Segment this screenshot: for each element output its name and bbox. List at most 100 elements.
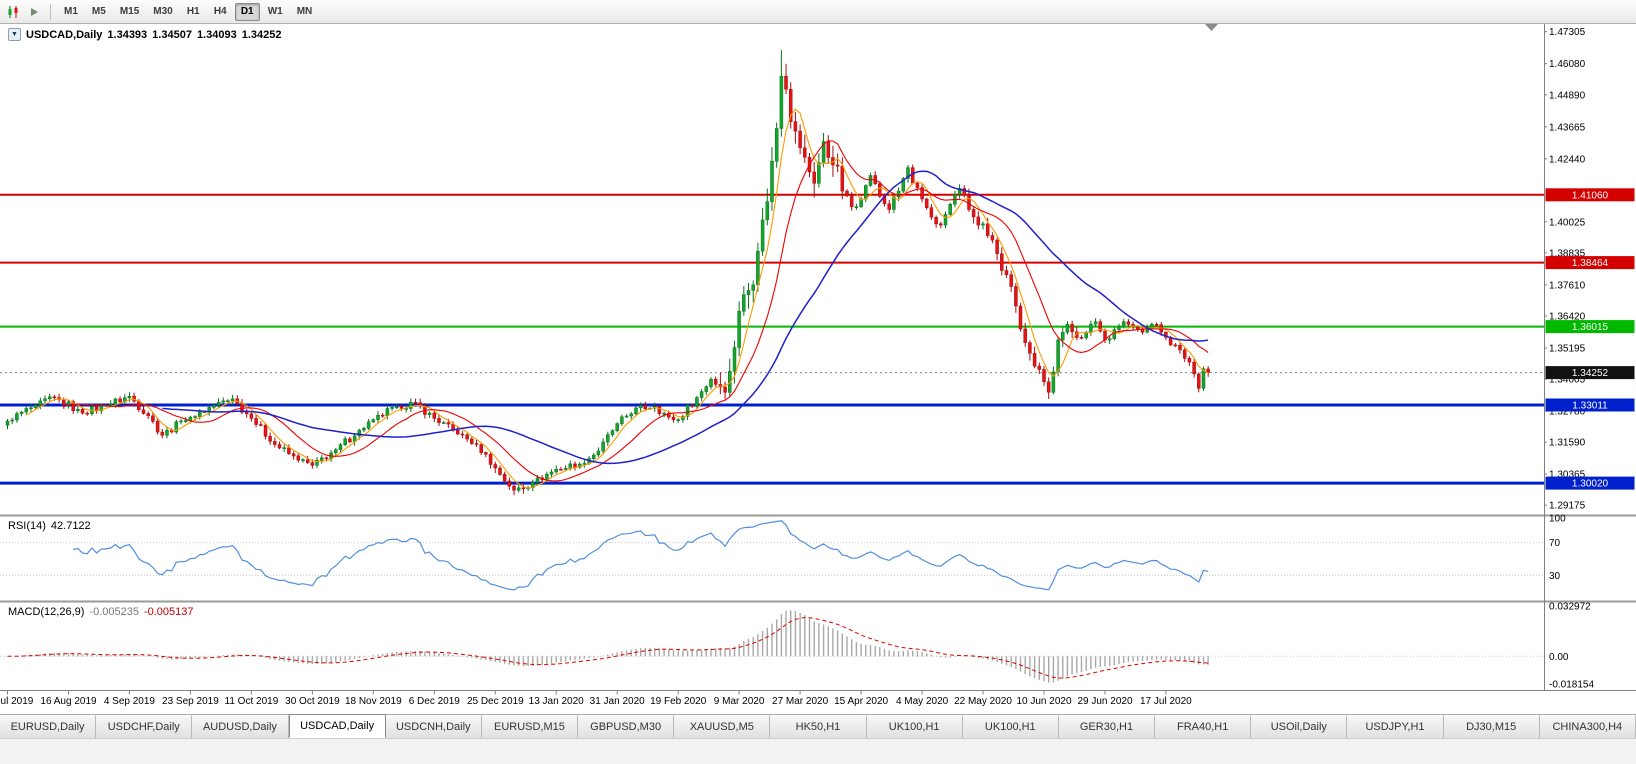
symbol-timeframe-label: USDCAD,Daily [26,28,103,41]
timeframe-button-h1[interactable]: H1 [186,6,200,17]
svg-text:17 Jul 2020: 17 Jul 2020 [1140,696,1192,707]
chart-shift-marker[interactable] [1205,24,1218,31]
svg-text:27 Mar 2020: 27 Mar 2020 [772,696,829,707]
chart-tab-usdchf-daily[interactable]: USDCHF,Daily [96,715,193,738]
svg-text:4 Sep 2019: 4 Sep 2019 [104,696,156,707]
svg-text:1.36420: 1.36420 [1549,312,1586,323]
chart-tab-gbpusd-m30[interactable]: GBPUSD,M30 [578,715,675,738]
chart-tab-eurusd-daily[interactable]: EURUSD,Daily [0,715,97,738]
svg-text:9 Mar 2020: 9 Mar 2020 [714,696,765,707]
svg-text:22 May 2020: 22 May 2020 [954,696,1012,707]
toolbar-separator [50,3,51,20]
macd-indicator-label: MACD(12,26,9) -0.005235 -0.005137 [8,606,194,618]
price-chart-canvas: 1.47305 1.46080 1.44890 1.43665 1.42440 1.400… [0,24,1636,714]
svg-text:1.29175: 1.29175 [1549,501,1586,512]
chart-tab-usoil-daily[interactable]: USOil,Daily [1251,715,1348,738]
rsi-indicator-label: RSI(14) 42.7122 [8,520,91,532]
chart-tab-hk50-h1[interactable]: HK50,H1 [770,715,867,738]
level-badge-1.36015: 1.36015 [1545,320,1635,334]
symbol-dropdown-icon[interactable]: ▼ [8,28,21,41]
current-price-badge: 1.34252 [1545,366,1635,380]
timeframe-button-m1[interactable]: M1 [64,6,78,17]
chart-area[interactable]: 1.47305 1.46080 1.44890 1.43665 1.42440 1.400… [0,24,1636,714]
rsi-name: RSI(14) [8,520,46,532]
ma-slow-line [162,170,1209,465]
timeframe-button-mn[interactable]: MN [296,6,313,17]
svg-text:6 Dec 2019: 6 Dec 2019 [409,696,461,707]
chart-tab-usdcad-daily[interactable]: USDCAD,Daily [288,714,386,738]
chart-tab-xauusd-m5[interactable]: XAUUSD,M5 [674,715,771,738]
ohlc-low: 1.34093 [196,28,237,41]
svg-text:25 Dec 2019: 25 Dec 2019 [467,696,524,707]
svg-text:1.43665: 1.43665 [1549,122,1586,133]
svg-text:29 Jul 2019: 29 Jul 2019 [0,696,34,707]
timeframe-button-w1[interactable]: W1 [267,6,283,17]
chart-tab-usdcnh-daily[interactable]: USDCNH,Daily [385,715,482,738]
timeframe-button-d1[interactable]: D1 [234,2,260,21]
timeframe-toolbar: M1 M5 M15 M30 H1 H4 D1 W1 MN [0,0,1636,24]
chart-tab-usdjpy-h1[interactable]: USDJPY,H1 [1347,715,1444,738]
status-bar [0,738,1636,764]
svg-text:1.34252: 1.34252 [1572,368,1609,379]
timeframe-button-m15[interactable]: M15 [119,6,140,17]
price-axis-ticks[interactable]: 1.47305 1.46080 1.44890 1.43665 1.42440 1.400… [1544,27,1586,512]
svg-text:30 Oct 2019: 30 Oct 2019 [285,696,340,707]
svg-text:0.00: 0.00 [1549,652,1569,663]
chart-background [0,24,1636,714]
level-badge-1.41060: 1.41060 [1545,188,1635,202]
rsi-axis-labels: 100 70 30 [1549,514,1566,582]
svg-text:1.31590: 1.31590 [1549,438,1586,449]
chart-tab-eurusd-m15[interactable]: EURUSD,M15 [481,715,579,738]
ohlc-open: 1.34393 [107,28,148,41]
svg-text:1.30365: 1.30365 [1549,470,1586,481]
svg-text:70: 70 [1549,538,1561,549]
svg-text:4 May 2020: 4 May 2020 [896,696,949,707]
level-badge-1.38464: 1.38464 [1545,256,1635,270]
svg-text:0.032972: 0.032972 [1549,601,1591,612]
rsi-line [73,520,1209,591]
macd-signal-value: -0.005137 [143,606,194,618]
svg-text:100: 100 [1549,514,1566,525]
svg-text:1.40025: 1.40025 [1549,217,1586,228]
chart-tab-uk100-h1[interactable]: UK100,H1 [962,715,1059,738]
chart-forward-icon[interactable] [25,3,43,21]
timeframe-button-m5[interactable]: M5 [91,6,106,17]
svg-text:1.30020: 1.30020 [1572,479,1609,490]
rsi-value: 42.7122 [50,520,91,532]
svg-text:1.38835: 1.38835 [1549,248,1586,259]
svg-text:1.34005: 1.34005 [1549,375,1586,386]
svg-text:1.44890: 1.44890 [1549,90,1586,101]
candlestick-glyph [8,5,18,18]
svg-text:19 Feb 2020: 19 Feb 2020 [650,696,707,707]
candlestick-chart-icon[interactable] [4,3,22,21]
chart-tab-china300-h4[interactable]: CHINA300,H4 [1539,715,1636,738]
timeframe-button-h4[interactable]: H4 [213,6,227,17]
svg-text:1.47305: 1.47305 [1549,27,1586,38]
timeframe-buttons: M1 M5 M15 M30 H1 H4 D1 W1 MN [58,2,318,21]
svg-text:11 Oct 2019: 11 Oct 2019 [225,696,279,707]
chart-tab-fra40-h1[interactable]: FRA40,H1 [1155,715,1252,738]
level-badge-1.30020: 1.30020 [1545,476,1635,490]
chart-title: ▼ USDCAD,Daily 1.34393 1.34507 1.34093 1… [8,28,281,41]
chart-tab-bar: EURUSD,Daily USDCHF,Daily AUDUSD,Daily USDC… [0,714,1636,738]
chart-tab-ger30-h1[interactable]: GER30,H1 [1058,715,1156,738]
date-axis-labels[interactable]: 29 Jul 2019 16 Aug 2019 4 Sep 2019 23 Sep 2… [0,690,1192,708]
ohlc-close: 1.34252 [241,28,282,41]
macd-main-value: -0.005235 [89,606,139,618]
svg-text:1.35195: 1.35195 [1549,344,1586,355]
svg-text:23 Sep 2019: 23 Sep 2019 [162,696,219,707]
svg-text:1.36015: 1.36015 [1572,322,1609,333]
ma-mid-line [63,140,1209,482]
chart-tab-dj30-m15[interactable]: DJ30,M15 [1443,715,1540,738]
macd-histogram [16,610,1209,683]
timeframe-button-m30[interactable]: M30 [153,6,173,17]
svg-text:29 Jun 2020: 29 Jun 2020 [1077,696,1132,707]
chart-tab-uk100-h1[interactable]: UK100,H1 [866,715,963,738]
svg-text:10 Jun 2020: 10 Jun 2020 [1016,696,1071,707]
svg-text:-0.018154: -0.018154 [1549,679,1594,690]
svg-text:13 Jan 2020: 13 Jan 2020 [529,696,584,707]
chart-tab-audusd-daily[interactable]: AUDUSD,Daily [192,715,289,738]
macd-signal-line [7,616,1209,679]
svg-text:1.46080: 1.46080 [1549,59,1586,70]
candlesticks [5,50,1210,496]
